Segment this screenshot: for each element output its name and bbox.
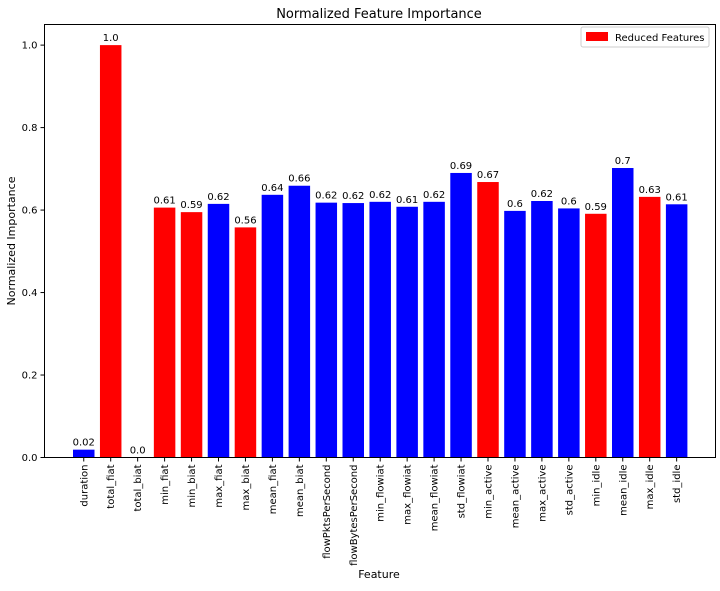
x-tick-label-total_fiat: total_fiat bbox=[106, 464, 117, 508]
x-tick-label-max_fiat: max_fiat bbox=[214, 464, 225, 507]
value-label-mean_fiat: 0.64 bbox=[261, 183, 283, 194]
bar-mean_idle bbox=[612, 168, 634, 458]
legend-label-reduced: Reduced Features bbox=[615, 33, 705, 44]
chart-title: Normalized Feature Importance bbox=[276, 7, 482, 22]
bar-max_idle bbox=[638, 196, 661, 458]
value-label-std_active: 0.6 bbox=[561, 196, 577, 207]
bar-mean_biat bbox=[288, 185, 311, 458]
x-tick-label-mean_flowiat: mean_flowiat bbox=[430, 464, 441, 531]
y-tick-label: 0.4 bbox=[22, 288, 38, 299]
x-tick-label-std_flowiat: std_flowiat bbox=[457, 464, 468, 518]
bar-min_biat bbox=[180, 212, 203, 458]
x-tick-label-max_idle: max_idle bbox=[645, 465, 656, 510]
x-axis-ticks: duration total_fiat total_biat min_fiat min_… bbox=[79, 457, 683, 566]
y-tick-label: 0.2 bbox=[22, 371, 38, 382]
value-label-std_idle: 0.61 bbox=[666, 192, 688, 203]
value-label-max_active: 0.62 bbox=[531, 189, 553, 200]
value-label-min_idle: 0.59 bbox=[585, 202, 607, 213]
value-label-min_fiat: 0.61 bbox=[153, 196, 175, 207]
y-axis-ticks: 0.0 0.2 0.4 0.6 0.8 1.0 bbox=[22, 41, 45, 464]
value-labels-layer: 0.02 1.0 0.0 0.61 0.59 0.62 0.56 0.64 0.66 0.62 0.… bbox=[73, 33, 688, 456]
value-label-max_flowiat: 0.61 bbox=[396, 195, 418, 206]
x-tick-label-duration: duration bbox=[79, 465, 90, 507]
value-label-max_biat: 0.56 bbox=[234, 215, 256, 226]
legend-swatch-reduced bbox=[586, 32, 608, 41]
value-label-flowPktsPerSecond: 0.62 bbox=[315, 191, 337, 202]
x-tick-label-std_active: std_active bbox=[564, 465, 575, 516]
bar-min_idle bbox=[585, 213, 607, 458]
y-tick-label: 0.8 bbox=[22, 123, 38, 134]
bar-std_active bbox=[558, 208, 580, 458]
x-tick-label-min_idle: min_idle bbox=[591, 465, 602, 507]
bar-max_flowiat bbox=[396, 206, 418, 458]
plot-frame bbox=[44, 24, 716, 458]
bar-min_fiat bbox=[153, 207, 176, 458]
bar-mean_active bbox=[504, 210, 526, 458]
x-tick-label-max_flowiat: max_flowiat bbox=[403, 464, 414, 524]
bar-min_active bbox=[477, 182, 499, 458]
bar-std_idle bbox=[665, 204, 688, 458]
y-tick-label: 1.0 bbox=[22, 41, 38, 52]
bar-min_flowiat bbox=[369, 201, 391, 458]
value-label-min_biat: 0.59 bbox=[180, 200, 202, 211]
bar-flowBytesPerSecond bbox=[342, 203, 364, 458]
y-tick-label: 0.0 bbox=[22, 453, 38, 464]
x-tick-label-mean_fiat: mean_fiat bbox=[268, 464, 279, 514]
value-label-mean_biat: 0.66 bbox=[288, 174, 310, 185]
x-tick-label-min_flowiat: min_flowiat bbox=[376, 464, 387, 521]
legend-box bbox=[580, 26, 710, 48]
legend: Reduced Features bbox=[580, 26, 710, 48]
x-tick-label-mean_active: mean_active bbox=[510, 465, 521, 529]
value-label-std_flowiat: 0.69 bbox=[450, 161, 472, 172]
x-tick-label-mean_idle: mean_idle bbox=[618, 465, 629, 516]
x-tick-label-mean_biat: mean_biat bbox=[295, 464, 306, 517]
x-tick-label-flowPktsPerSecond: flowPktsPerSecond bbox=[322, 465, 333, 559]
x-tick-label-min_active: min_active bbox=[484, 465, 495, 519]
value-label-mean_active: 0.6 bbox=[507, 199, 523, 210]
x-tick-label-min_fiat: min_fiat bbox=[160, 464, 171, 504]
bar-max_biat bbox=[234, 227, 257, 458]
x-tick-label-flowBytesPerSecond: flowBytesPerSecond bbox=[349, 465, 360, 566]
value-label-max_idle: 0.63 bbox=[639, 185, 661, 196]
x-tick-label-max_biat: max_biat bbox=[241, 464, 252, 510]
bar-mean_flowiat bbox=[423, 201, 445, 458]
bar-max_fiat bbox=[207, 203, 230, 458]
value-label-total_fiat: 1.0 bbox=[103, 33, 119, 44]
bar-std_flowiat bbox=[450, 172, 472, 458]
value-label-mean_idle: 0.7 bbox=[615, 156, 631, 167]
y-tick-label: 0.6 bbox=[22, 206, 38, 217]
x-axis-label: Feature bbox=[358, 568, 400, 581]
x-tick-label-max_active: max_active bbox=[537, 465, 548, 522]
x-tick-label-total_biat: total_biat bbox=[133, 464, 144, 511]
value-label-flowBytesPerSecond: 0.62 bbox=[342, 191, 364, 202]
x-tick-label-min_biat: min_biat bbox=[187, 464, 198, 507]
x-tick-label-std_idle: std_idle bbox=[672, 465, 683, 504]
value-label-total_biat: 0.0 bbox=[130, 446, 146, 457]
bars-layer bbox=[73, 45, 688, 458]
value-label-max_fiat: 0.62 bbox=[207, 192, 229, 203]
bar-mean_fiat bbox=[261, 194, 284, 458]
bar-duration bbox=[73, 449, 95, 458]
bar-max_active bbox=[531, 200, 553, 458]
value-label-duration: 0.02 bbox=[73, 438, 95, 449]
value-label-min_flowiat: 0.62 bbox=[369, 190, 391, 201]
y-axis-label: Normalized Importance bbox=[5, 176, 18, 305]
bar-total_fiat bbox=[99, 45, 122, 458]
value-label-min_active: 0.67 bbox=[477, 170, 499, 181]
value-label-mean_flowiat: 0.62 bbox=[423, 190, 445, 201]
bar-flowPktsPerSecond bbox=[315, 202, 338, 458]
